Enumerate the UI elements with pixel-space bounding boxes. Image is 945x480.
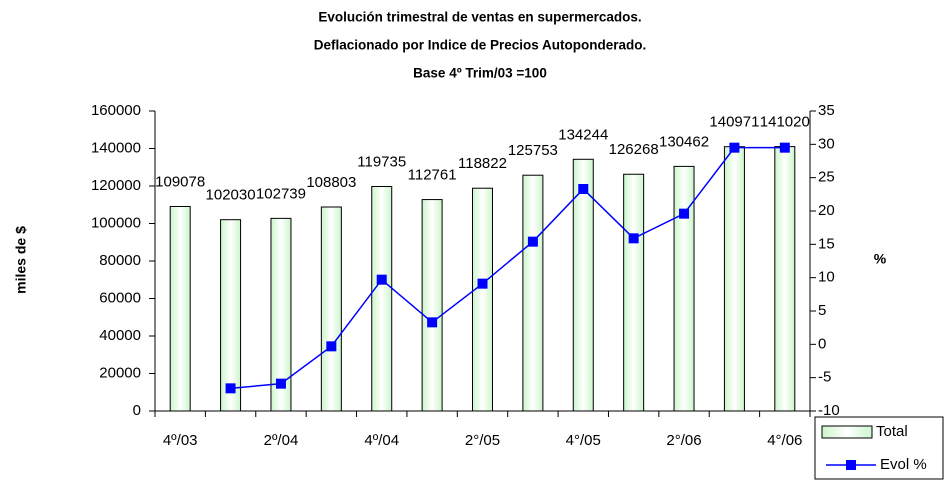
bar xyxy=(623,173,645,412)
marker xyxy=(225,383,236,394)
y-tick-label: 140000 xyxy=(91,139,141,156)
y2-axis-label: % xyxy=(874,251,887,267)
bar xyxy=(371,185,393,412)
x-tick-label: 4º/04 xyxy=(364,432,399,449)
bar xyxy=(270,217,292,412)
data-label: 108803 xyxy=(306,174,356,191)
data-label: 130462 xyxy=(659,133,709,150)
bar xyxy=(472,187,493,412)
y2-tick-label: -5 xyxy=(818,369,831,386)
data-label: 141020 xyxy=(760,114,810,131)
marker xyxy=(326,341,337,352)
y2-tick-label: 25 xyxy=(818,169,835,186)
y2-tick-label: -10 xyxy=(818,402,840,419)
x-tick-label: 4º/03 xyxy=(163,432,198,449)
data-label: 102030 xyxy=(206,187,256,204)
legend-label: Total xyxy=(876,423,908,440)
y-tick-label: 120000 xyxy=(91,177,141,194)
marker xyxy=(527,236,538,247)
y2-tick-label: 20 xyxy=(818,202,835,219)
bar xyxy=(320,206,342,412)
data-label: 109078 xyxy=(155,173,205,190)
y2-tick-label: 30 xyxy=(818,135,835,152)
marker xyxy=(628,233,639,244)
marker xyxy=(275,378,286,389)
chart-title: Deflacionado por Indice de Precios Autop… xyxy=(314,38,647,53)
marker xyxy=(779,142,790,153)
data-label: 118822 xyxy=(458,155,507,172)
y2-tick-label: 15 xyxy=(818,235,835,252)
y-tick-label: 160000 xyxy=(91,102,141,119)
marker xyxy=(477,278,488,289)
marker xyxy=(729,142,740,153)
data-label: 140971 xyxy=(709,114,759,131)
data-label: 112761 xyxy=(408,167,457,184)
data-label: 126268 xyxy=(609,141,659,158)
y2-tick-label: 0 xyxy=(818,335,826,352)
data-label: 102739 xyxy=(256,185,306,202)
chart-title: Evolución trimestral de ventas en superm… xyxy=(318,10,641,25)
bar xyxy=(572,158,594,412)
y-tick-label: 0 xyxy=(133,402,141,419)
y-tick-label: 40000 xyxy=(99,327,141,344)
marker xyxy=(679,208,690,219)
marker xyxy=(427,317,438,328)
y2-tick-label: 10 xyxy=(818,269,835,286)
data-label: 125753 xyxy=(508,142,558,159)
marker xyxy=(578,184,589,194)
y-axis-label: miles de $ xyxy=(13,226,29,294)
bar xyxy=(169,205,191,412)
chart-title: Base 4º Trim/03 =100 xyxy=(413,66,547,81)
y-tick-label: 80000 xyxy=(99,252,141,269)
y2-tick-label: 5 xyxy=(818,302,826,319)
legend-label: Evol % xyxy=(880,456,927,473)
bar xyxy=(673,165,695,412)
x-tick-label: 2°/06 xyxy=(666,432,701,449)
bar xyxy=(774,146,796,412)
bar xyxy=(522,174,544,412)
x-tick-label: 4°/05 xyxy=(566,432,601,449)
bar xyxy=(421,199,443,412)
legend-swatch xyxy=(821,425,873,439)
y-tick-label: 60000 xyxy=(99,289,141,306)
data-label: 119735 xyxy=(357,153,406,170)
y-tick-label: 100000 xyxy=(91,214,141,231)
line xyxy=(230,146,785,390)
legend-swatch xyxy=(846,460,856,470)
y-tick-label: 20000 xyxy=(99,364,141,381)
x-tick-label: 2º/04 xyxy=(264,432,299,449)
x-tick-label: 2°/05 xyxy=(465,432,500,449)
x-tick-label: 4°/06 xyxy=(767,432,802,449)
data-label: 134244 xyxy=(558,126,608,143)
bar xyxy=(220,219,242,412)
bar xyxy=(723,146,745,412)
marker xyxy=(376,274,387,285)
y2-tick-label: 35 xyxy=(818,102,835,119)
